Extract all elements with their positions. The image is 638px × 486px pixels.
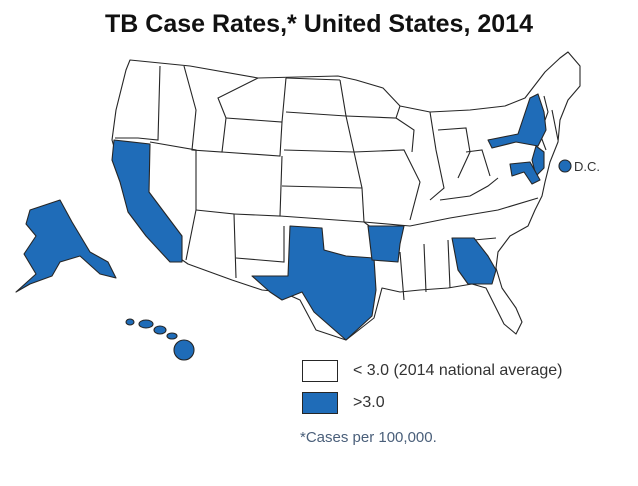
state-maryland [509, 161, 541, 185]
state-georgia [451, 237, 497, 285]
legend-swatch-high [302, 392, 338, 414]
state-alaska [15, 199, 117, 293]
footnote: *Cases per 100,000. [300, 429, 437, 446]
legend-label-low: < 3.0 (2014 national average) [353, 362, 563, 379]
state-arkansas [367, 225, 405, 263]
legend-label-high: >3.0 [353, 394, 385, 411]
map-title: TB Case Rates,* United States, 2014 [105, 10, 533, 38]
dc-label: D.C. [574, 159, 600, 174]
dc-marker [558, 159, 572, 173]
state-hawaii [125, 318, 195, 361]
legend-swatch-low [302, 360, 338, 382]
state-new-york [487, 93, 547, 149]
state-texas [251, 225, 377, 341]
state-new-jersey [531, 145, 545, 177]
state-borders [115, 65, 559, 301]
state-california [111, 139, 183, 263]
